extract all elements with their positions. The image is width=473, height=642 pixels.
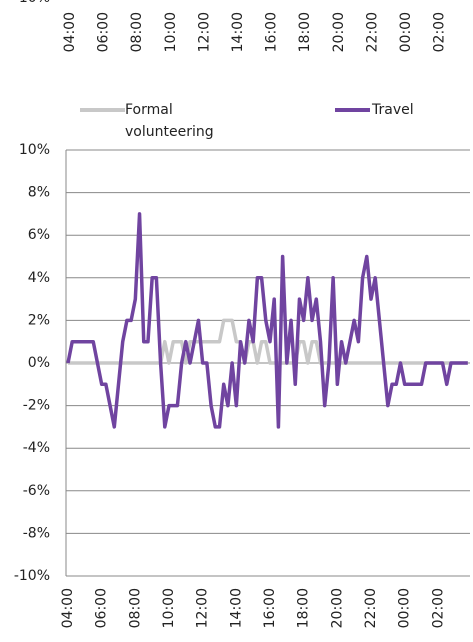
y-tick-label: -10% — [14, 0, 50, 6]
x-tick-label: 02:00 — [432, 12, 448, 52]
y-tick-label: -8% — [23, 525, 50, 541]
y-tick-label: 8% — [28, 185, 50, 201]
x-tick-label: 04:00 — [62, 12, 78, 52]
x-tick-label: 08:00 — [127, 588, 143, 628]
x-tick-label: 10:00 — [163, 12, 179, 52]
y-tick-label: 10% — [19, 142, 50, 158]
x-tick-label: 10:00 — [161, 588, 177, 628]
x-tick-label: 00:00 — [398, 12, 414, 52]
x-tick-label: 14:00 — [228, 588, 244, 628]
y-tick-label: 2% — [28, 312, 50, 328]
y-tick-label: -4% — [23, 440, 50, 456]
series-line — [66, 212, 468, 429]
x-tick-label: 20:00 — [331, 12, 347, 52]
x-tick-label: 04:00 — [60, 588, 76, 628]
y-tick-label: -6% — [23, 483, 50, 499]
y-tick-label: 6% — [28, 227, 50, 243]
x-tick-label: 16:00 — [264, 12, 280, 52]
y-tick-label: -2% — [23, 398, 50, 414]
x-tick-label: 08:00 — [129, 12, 145, 52]
x-tick-label: 18:00 — [297, 12, 313, 52]
legend-label: Travel — [372, 102, 414, 118]
x-tick-label: 12:00 — [195, 588, 211, 628]
x-tick-label: 06:00 — [96, 12, 112, 52]
x-tick-label: 12:00 — [196, 12, 212, 52]
y-tick-label: -10% — [14, 568, 50, 584]
x-tick-label: 18:00 — [296, 588, 312, 628]
y-tick-label: 4% — [28, 270, 50, 286]
x-tick-label: 16:00 — [262, 588, 278, 628]
x-tick-label: 22:00 — [364, 12, 380, 52]
x-tick-label: 20:00 — [329, 588, 345, 628]
legend-label: Formal volunteering — [125, 102, 214, 140]
x-tick-label: 00:00 — [397, 588, 413, 628]
y-tick-label: 0% — [28, 355, 50, 371]
x-tick-label: 06:00 — [94, 588, 110, 628]
x-tick-label: 14:00 — [230, 12, 246, 52]
x-tick-label: 02:00 — [430, 588, 446, 628]
x-tick-label: 22:00 — [363, 588, 379, 628]
